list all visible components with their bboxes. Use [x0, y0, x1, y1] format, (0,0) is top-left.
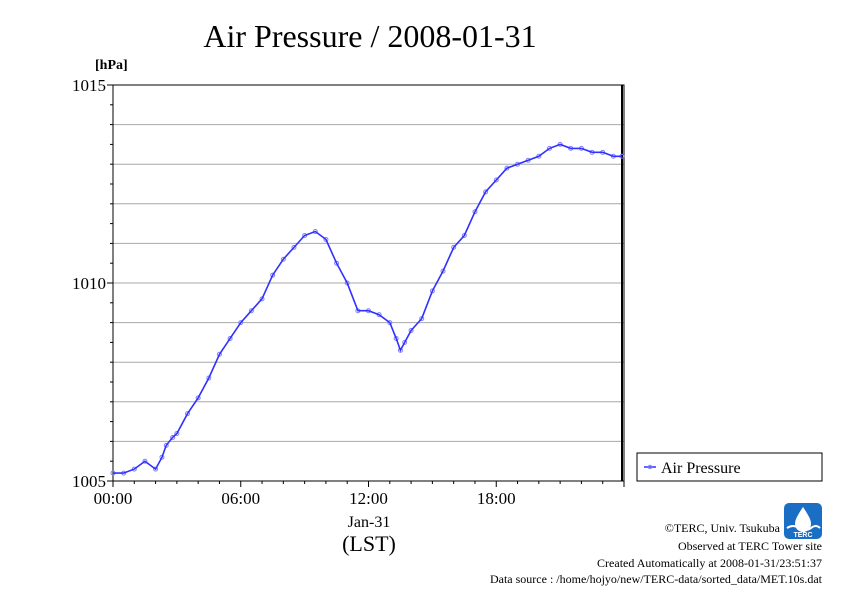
data-source-text: Data source : /home/hojyo/new/TERC-data/… [490, 572, 823, 586]
data-points [110, 141, 625, 476]
data-point [238, 320, 244, 326]
data-point [174, 430, 180, 436]
data-point [402, 339, 408, 345]
data-point [461, 232, 467, 238]
x-axis-label: (LST) [342, 531, 396, 556]
y-axis: 1005 1010 1015 [72, 76, 113, 491]
created-text: Created Automatically at 2008-01-31/23:5… [597, 556, 822, 570]
wave-icon [786, 525, 821, 531]
data-point [195, 395, 201, 401]
data-point [248, 308, 254, 314]
data-point [270, 272, 276, 278]
observed-text: Observed at TERC Tower site [678, 539, 822, 553]
data-point [323, 236, 329, 242]
x-tick-label: 18:00 [477, 489, 516, 508]
data-point [493, 177, 499, 183]
x-tick-label: 06:00 [221, 489, 260, 508]
series-line-air-pressure [113, 143, 622, 474]
x-axis: 00:00 06:00 12:00 18:00 [94, 481, 625, 508]
data-point [291, 244, 297, 250]
legend: Air Pressure [636, 452, 823, 482]
data-point [170, 434, 176, 440]
grid-lines [113, 124, 624, 442]
data-point [483, 189, 489, 195]
data-point [227, 335, 233, 341]
legend-box [636, 452, 823, 482]
water-drop-icon [795, 507, 811, 532]
legend-label: Air Pressure [661, 460, 741, 477]
data-point [185, 411, 191, 417]
x-date-label: Jan-31 [348, 514, 391, 531]
legend-marker [647, 464, 653, 470]
data-point [142, 458, 148, 464]
copyright-text: ©TERC, Univ. Tsukuba [665, 521, 781, 535]
chart-title: Air Pressure / 2008-01-31 [203, 18, 536, 54]
y-tick-label: 1010 [72, 274, 106, 293]
logo-text: TERC [793, 532, 812, 539]
x-tick-label: 12:00 [349, 489, 388, 508]
terc-logo-icon: TERC [784, 503, 822, 539]
y-tick-label: 1015 [72, 76, 106, 95]
y-unit-label: [hPa] [95, 58, 128, 73]
y-tick-label: 1005 [72, 472, 106, 491]
x-tick-label: 00:00 [94, 489, 133, 508]
data-point [280, 256, 286, 262]
data-point [153, 466, 159, 472]
data-point [408, 328, 414, 334]
